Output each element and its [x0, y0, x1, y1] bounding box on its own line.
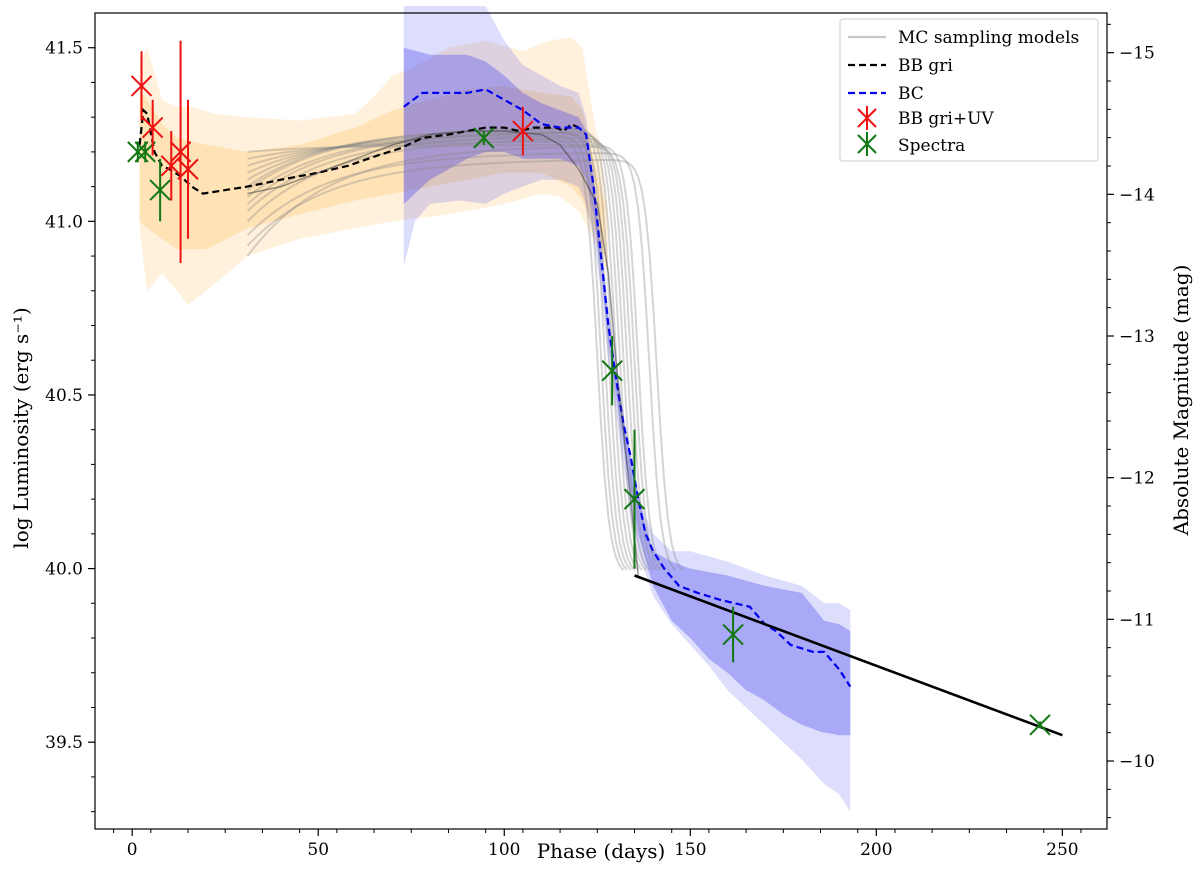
spectra-point	[601, 335, 623, 406]
x-tick-label: 0	[127, 840, 138, 860]
axes: 0 50 100 150 200 250 39.5 40.0 40.5 41.0 41.5 −10 −1…	[45, 23, 1155, 860]
right-y-tick-label: −14	[1119, 185, 1155, 205]
x-tick-label: 250	[1046, 840, 1078, 860]
mc-model-curve	[246, 145, 662, 571]
spectra-point	[623, 429, 646, 569]
x-tick-label: 200	[860, 840, 892, 860]
bb-gri-line	[138, 107, 580, 195]
legend-spectra-marker	[857, 132, 877, 156]
mc-sampling-models	[246, 127, 684, 571]
tail-fit-line	[634, 574, 1063, 737]
right-y-tick-label: −11	[1119, 610, 1155, 630]
y-tick-label: 41.0	[45, 212, 83, 232]
legend-spectra-label: Spectra	[898, 136, 965, 156]
mc-model-curve	[246, 135, 628, 571]
x-axis-label: Phase (days)	[537, 839, 666, 863]
legend: MC sampling models BB gri BC BB gri+UV S…	[839, 18, 1099, 162]
legend-bbuv-marker	[857, 106, 877, 130]
band-bc-inner-band	[403, 47, 851, 736]
bb-gri-uv-point	[177, 99, 199, 239]
mc-model-curve	[247, 144, 666, 571]
mc-model-curve	[246, 139, 625, 571]
band-bb-gri-outer-band	[139, 37, 609, 305]
mc-model-curve	[247, 134, 651, 571]
fit-lines	[138, 88, 1063, 737]
right-y-tick-label: −15	[1119, 44, 1155, 64]
legend-bbuv-label: BB gri+UV	[898, 109, 994, 129]
bb-gri-uv-point	[130, 51, 153, 121]
spectra-point	[1029, 714, 1051, 736]
bc-line	[403, 88, 852, 688]
right-y-tick-label: −10	[1119, 752, 1155, 772]
spectra-point	[473, 127, 495, 149]
band-bc-outer-band	[403, 6, 851, 812]
mc-model-curve	[247, 137, 654, 571]
bb-gri-uv-point	[141, 99, 164, 156]
legend-bb-label: BB gri	[898, 56, 953, 76]
mc-model-curve	[246, 131, 636, 571]
y-tick-label: 41.5	[45, 39, 83, 59]
x-tick-label: 100	[488, 840, 520, 860]
mc-model-curve	[247, 140, 658, 571]
uncertainty-bands	[139, 6, 851, 812]
spectra-point	[722, 606, 744, 663]
legend-mc-label: MC sampling models	[898, 28, 1079, 48]
spectra-point	[149, 158, 171, 222]
mc-model-curve	[246, 152, 677, 571]
y-tick-label: 40.5	[45, 386, 83, 406]
x-tick-label: 150	[674, 840, 706, 860]
mc-model-curve	[246, 131, 632, 571]
mc-model-curve	[246, 159, 684, 571]
data-points	[127, 40, 1051, 736]
right-y-tick-label: −13	[1119, 327, 1155, 347]
band-bb-gri-inner-band	[139, 85, 605, 257]
y-tick-label: 39.5	[45, 733, 83, 753]
legend-box	[839, 18, 1099, 162]
mc-median-line	[247, 130, 639, 576]
y-tick-label: 40.0	[45, 560, 83, 580]
x-tick-label: 50	[307, 840, 329, 860]
y-axis-label: log Luminosity (erg s⁻¹)	[9, 307, 33, 548]
right-y-tick-label: −12	[1119, 469, 1155, 489]
right-y-axis-label: Absolute Magnitude (mag)	[1169, 265, 1193, 537]
legend-bc-label: BC	[898, 84, 924, 104]
bb-gri-uv-point	[512, 106, 534, 156]
